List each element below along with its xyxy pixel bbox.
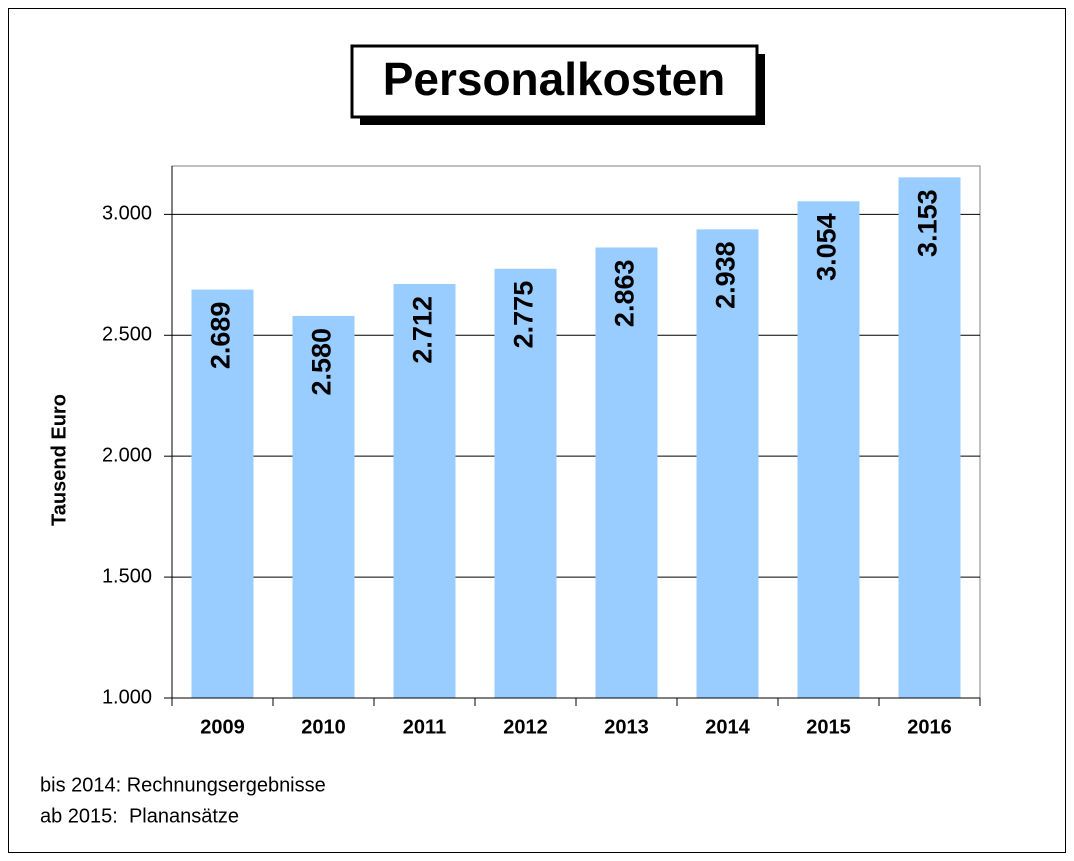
x-tick-label: 2011 bbox=[403, 716, 446, 738]
bar bbox=[797, 201, 860, 698]
bar bbox=[898, 177, 961, 698]
title-box bbox=[350, 44, 759, 119]
value-label: 2.712 bbox=[408, 296, 438, 364]
value-label: 2.863 bbox=[610, 259, 640, 327]
value-label: 2.775 bbox=[509, 281, 539, 349]
bar bbox=[191, 289, 254, 698]
y-tick-label: 1.500 bbox=[102, 565, 152, 587]
x-tick-label: 2014 bbox=[705, 716, 750, 738]
value-label: 3.153 bbox=[913, 189, 943, 257]
bar bbox=[595, 247, 658, 698]
x-tick-label: 2010 bbox=[301, 716, 346, 738]
frame bbox=[8, 8, 1066, 853]
bar bbox=[494, 268, 557, 698]
x-tick-label: 2013 bbox=[604, 716, 649, 738]
chart-title: Personalkosten bbox=[383, 53, 726, 105]
x-tick-label: 2016 bbox=[907, 716, 952, 738]
footnote: ab 2015: Planansätze bbox=[40, 805, 239, 827]
x-tick-label: 2009 bbox=[200, 716, 245, 738]
x-tick-label: 2012 bbox=[503, 716, 548, 738]
value-label: 2.938 bbox=[711, 241, 741, 309]
bar bbox=[292, 315, 355, 698]
x-tick-label: 2015 bbox=[806, 716, 851, 738]
bar bbox=[696, 229, 759, 698]
y-tick-label: 1.000 bbox=[102, 686, 152, 708]
y-axis-label: Tausend Euro bbox=[48, 394, 70, 526]
y-tick-label: 3.000 bbox=[102, 203, 152, 225]
value-label: 3.054 bbox=[812, 213, 842, 281]
footnote: bis 2014: Rechnungsergebnisse bbox=[40, 774, 326, 796]
y-tick-label: 2.500 bbox=[102, 324, 152, 346]
bar bbox=[393, 284, 456, 698]
y-tick-label: 2.000 bbox=[102, 444, 152, 466]
value-label: 2.580 bbox=[307, 328, 337, 396]
value-label: 2.689 bbox=[206, 302, 236, 370]
